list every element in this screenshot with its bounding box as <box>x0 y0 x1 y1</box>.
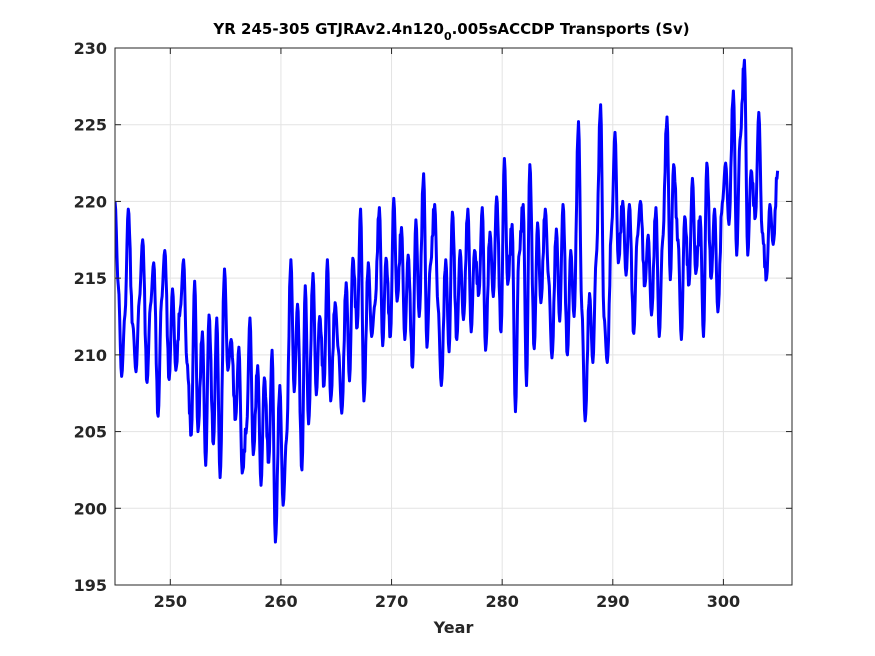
x-tick-label: 300 <box>707 592 740 611</box>
chart-title: YR 245-305 GTJRAv2.4n1200.005sACCDP Tran… <box>212 20 689 43</box>
x-tick-labels: 250 260 270 280 290 300 <box>154 592 741 611</box>
chart-title-suffix: .005sACCDP Transports (Sv) <box>452 20 690 38</box>
plot-area <box>115 48 792 585</box>
y-tick-label: 220 <box>74 192 107 211</box>
x-axis-title: Year <box>433 618 474 637</box>
ticks <box>115 47 792 586</box>
y-tick-label: 205 <box>74 423 107 442</box>
axes-frame <box>114 47 793 586</box>
x-tick-label: 290 <box>596 592 629 611</box>
chart-title-subscript: 0 <box>444 30 452 43</box>
x-tick-label: 280 <box>485 592 518 611</box>
y-tick-label: 230 <box>74 39 107 58</box>
y-tick-labels: 195 200 205 210 215 220 225 230 <box>74 39 107 595</box>
y-tick-label: 215 <box>74 269 107 288</box>
y-tick-label: 225 <box>74 116 107 135</box>
y-tick-label: 210 <box>74 346 107 365</box>
y-tick-label: 200 <box>74 499 107 518</box>
x-tick-label: 260 <box>264 592 297 611</box>
series-layer <box>115 58 780 544</box>
series-line-0 <box>115 58 780 544</box>
x-tick-label: 270 <box>375 592 408 611</box>
y-tick-label: 195 <box>74 576 107 595</box>
x-tick-label: 250 <box>154 592 187 611</box>
chart-title-prefix: YR 245-305 GTJRAv2.4n120 <box>212 20 444 38</box>
